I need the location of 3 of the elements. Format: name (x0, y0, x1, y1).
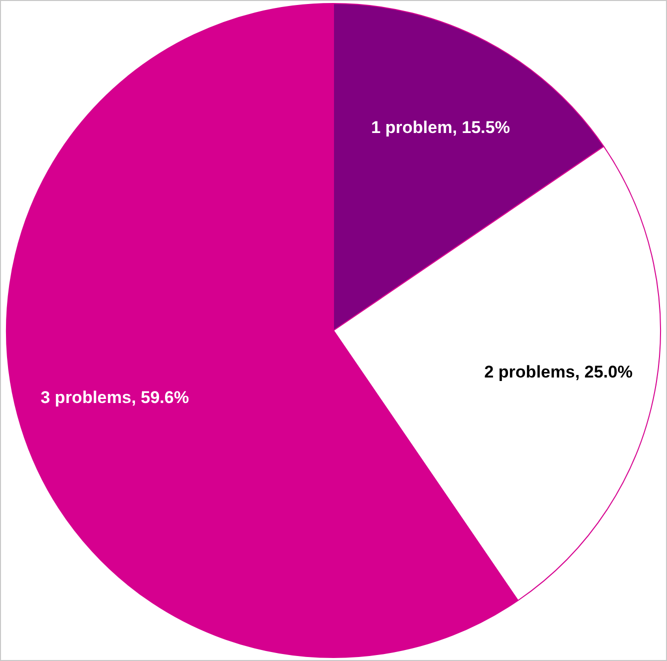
slice-label: 1 problem, 15.5% (371, 118, 510, 137)
slice-label: 2 problems, 25.0% (484, 362, 633, 382)
slice-label: 3 problems, 59.6% (40, 388, 189, 407)
